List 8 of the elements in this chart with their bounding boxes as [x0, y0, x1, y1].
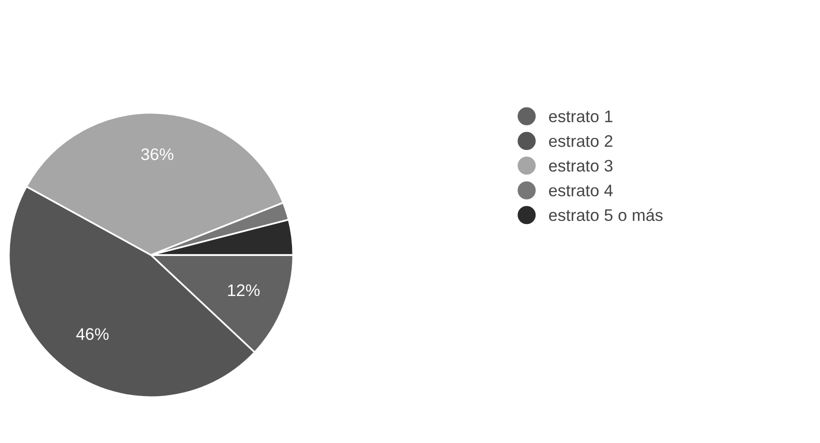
legend-label: estrato 5 o más — [549, 208, 663, 222]
data-label: 46% — [76, 328, 109, 340]
legend-label: estrato 2 — [549, 135, 612, 147]
legend-label: estrato 1 — [549, 110, 612, 122]
data-label: 36% — [141, 148, 174, 160]
legend-label: estrato 3 — [549, 160, 612, 172]
data-label: 12% — [228, 284, 260, 296]
legend-label: estrato 4 — [549, 184, 613, 196]
